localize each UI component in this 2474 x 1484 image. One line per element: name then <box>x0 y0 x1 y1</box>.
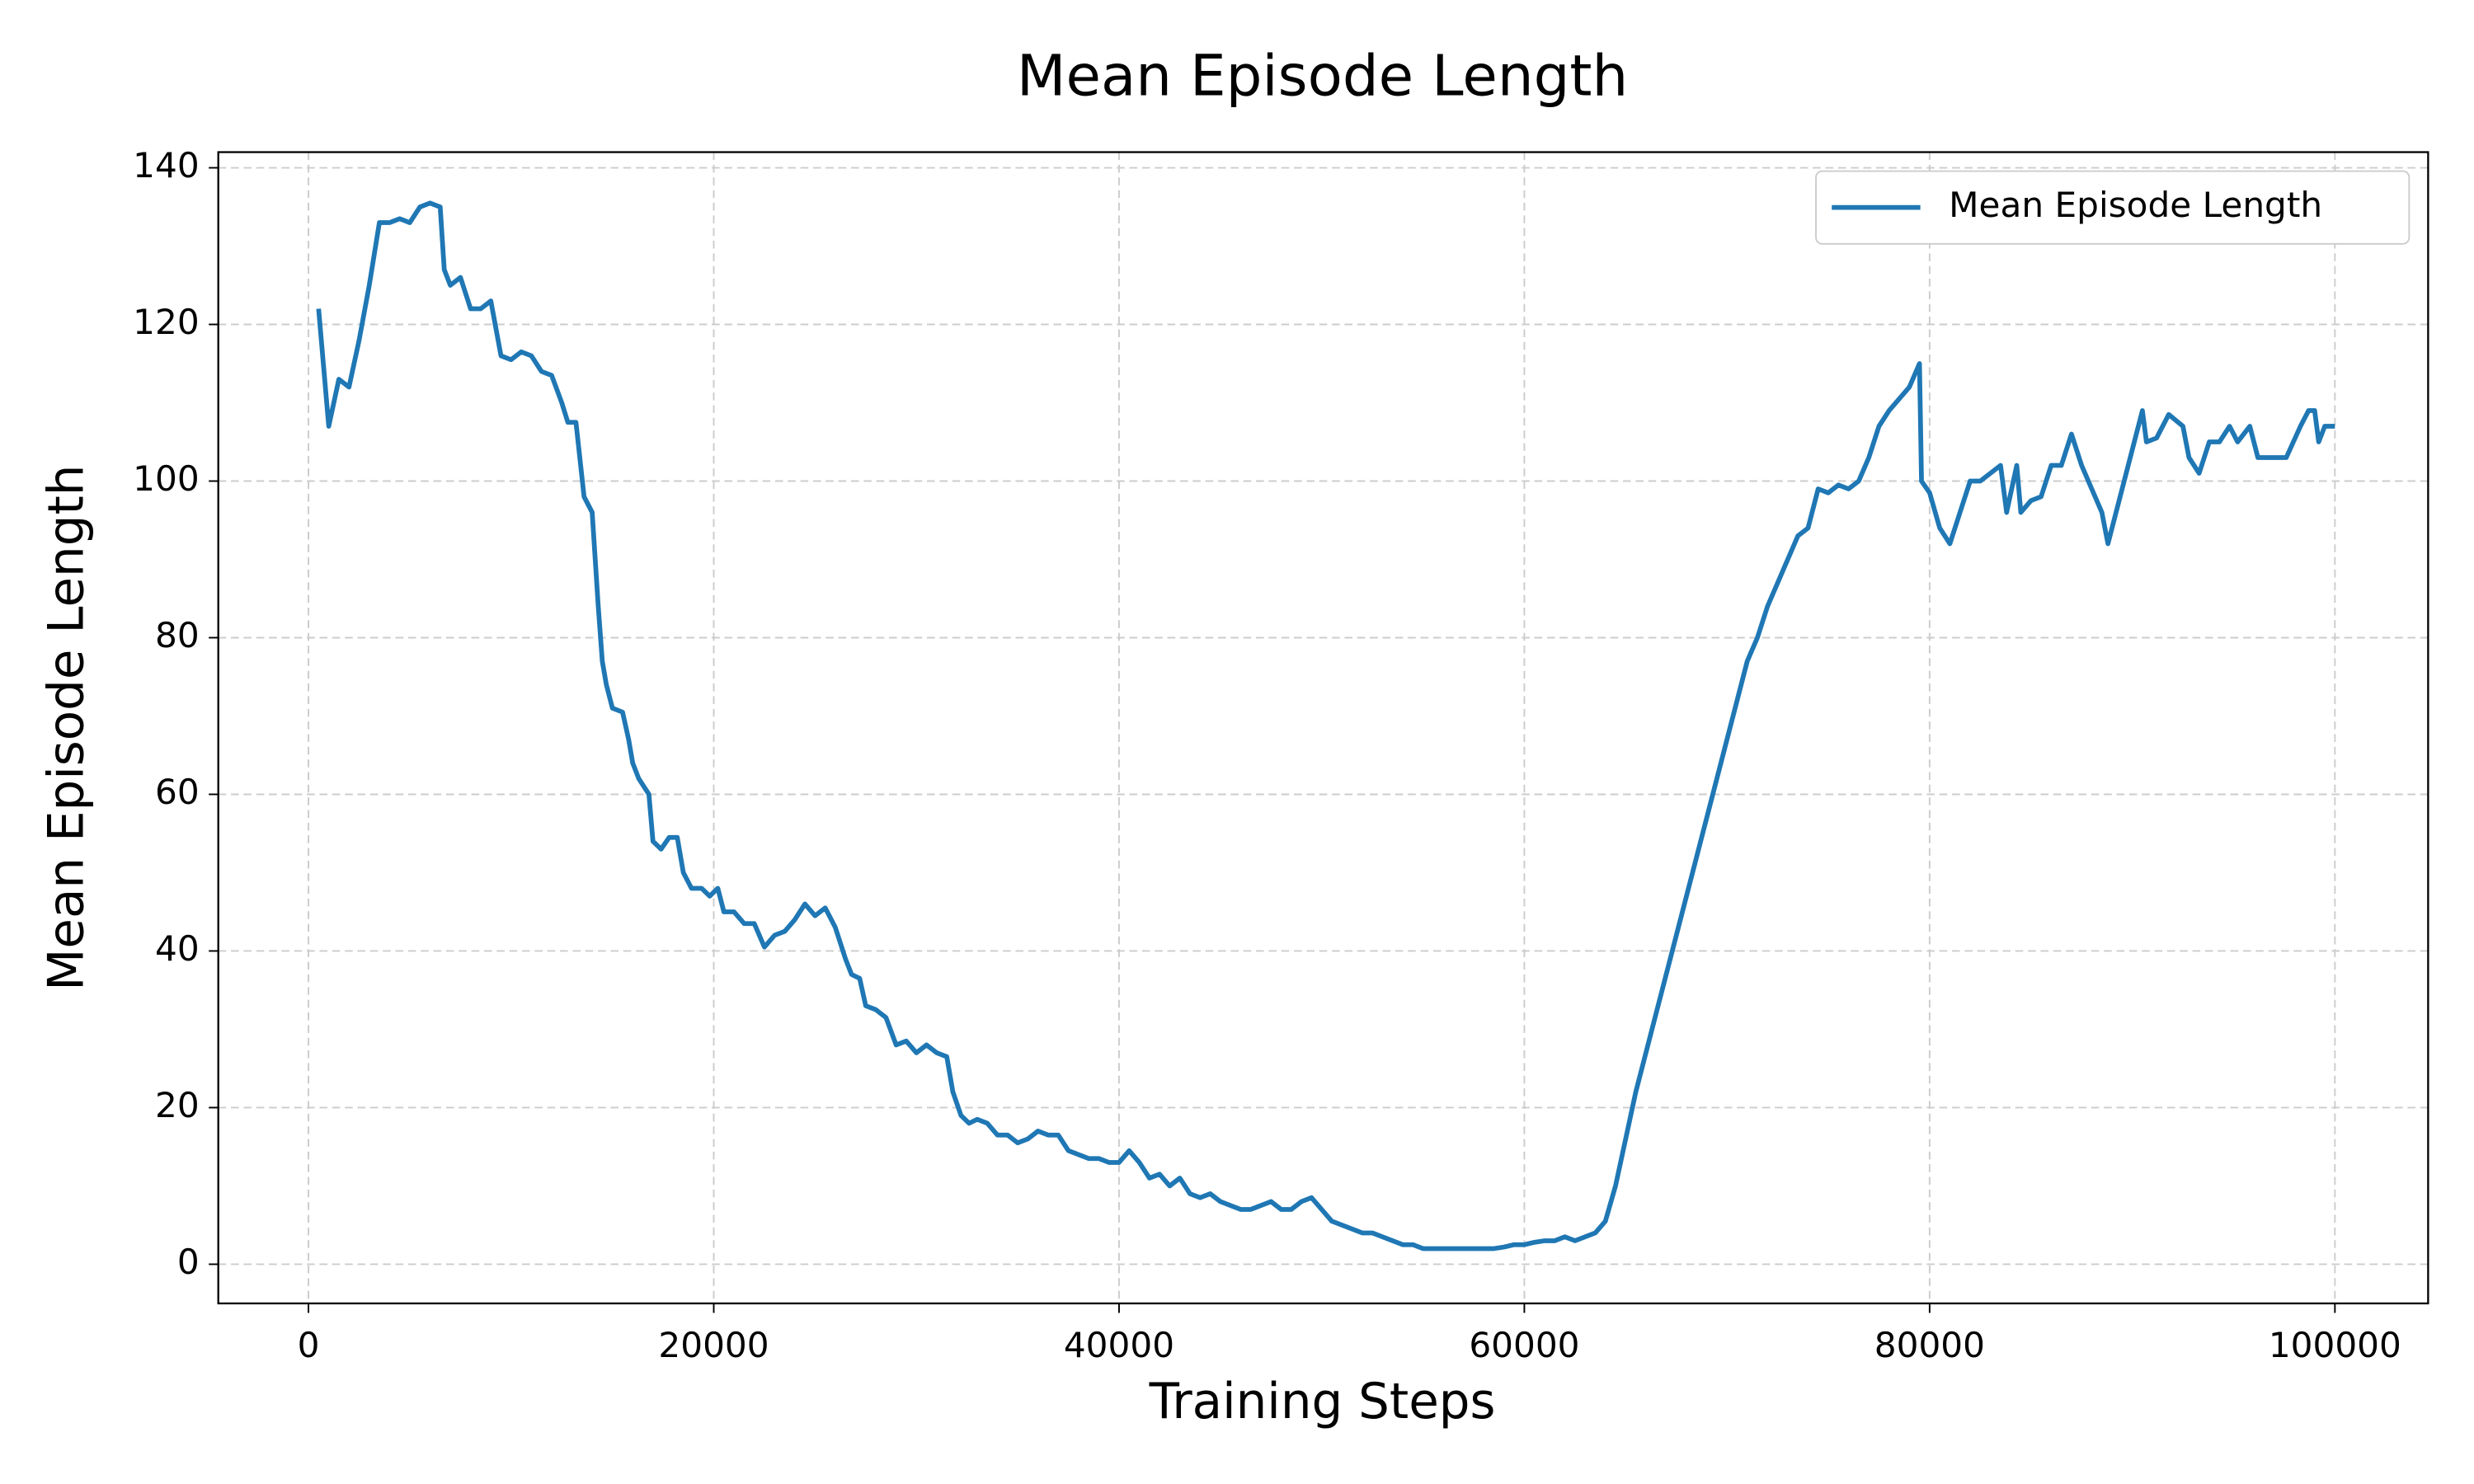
y-tick-label: 20 <box>155 1085 200 1125</box>
y-tick-label: 60 <box>155 772 200 812</box>
y-tick-label: 80 <box>155 615 200 655</box>
x-tick-label: 60000 <box>1469 1325 1579 1365</box>
x-tick-label: 100000 <box>2269 1325 2401 1365</box>
y-tick-label: 140 <box>133 145 200 186</box>
chart-title: Mean Episode Length <box>1017 43 1628 109</box>
legend-label: Mean Episode Length <box>1949 185 2322 225</box>
x-tick-label: 40000 <box>1064 1325 1174 1365</box>
plot-frame <box>217 151 2429 1305</box>
y-tick-label: 40 <box>155 928 200 969</box>
y-tick-label: 0 <box>177 1242 200 1282</box>
y-tick-label: 100 <box>133 458 200 499</box>
y-axis-label: Mean Episode Length <box>39 465 96 991</box>
data-line <box>316 200 2335 1252</box>
x-axis-label: Training Steps <box>1149 1374 1496 1430</box>
x-tick-label: 20000 <box>658 1325 769 1365</box>
legend-box <box>1815 170 2411 245</box>
x-tick-label: 80000 <box>1874 1325 1985 1365</box>
y-tick-label: 120 <box>133 302 200 342</box>
x-tick-label: 0 <box>298 1325 320 1365</box>
